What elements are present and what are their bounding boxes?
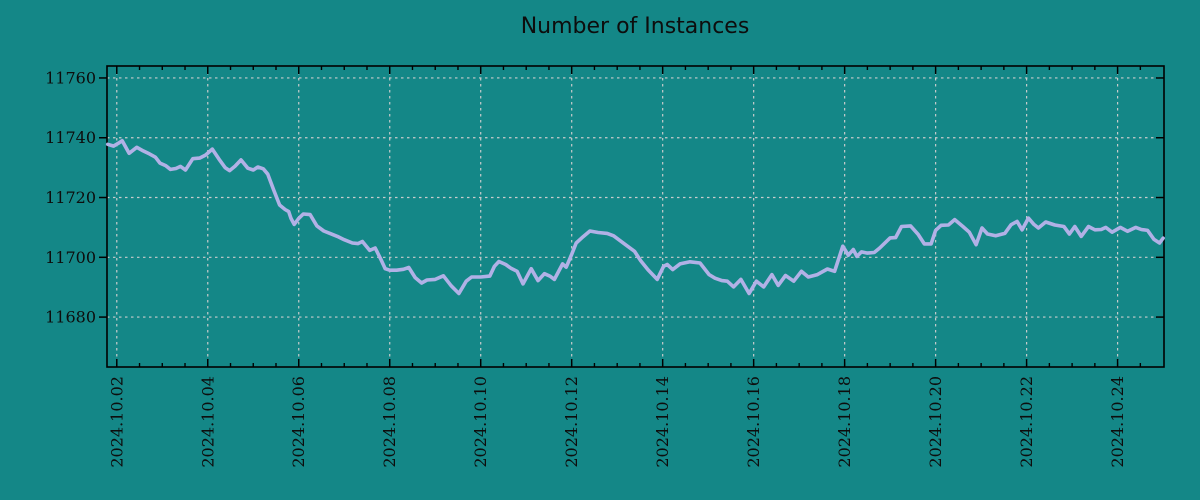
x-tick-label: 2024.10.24 [1108,376,1127,468]
x-tick-label: 2024.10.20 [926,376,945,468]
y-tick-label: 11760 [45,68,96,87]
x-tick-label: 2024.10.16 [744,376,763,468]
x-tick-label: 2024.10.10 [471,376,490,468]
x-tick-label: 2024.10.18 [835,376,854,468]
y-tick-label: 11700 [45,248,96,267]
x-tick-label: 2024.10.12 [562,376,581,468]
x-tick-label: 2024.10.14 [653,376,672,468]
chart-title: Number of Instances [520,14,750,39]
x-tick-label: 2024.10.04 [198,376,217,468]
y-tick-label: 11740 [45,128,96,147]
x-tick-label: 2024.10.06 [289,376,308,468]
series-line [105,138,1165,296]
plot-border [106,65,1165,368]
x-tick-label: 2024.10.08 [380,376,399,468]
y-tick-label: 11720 [45,188,96,207]
x-tick-label: 2024.10.02 [107,376,126,468]
y-tick-label: 11680 [45,308,96,327]
x-tick-label: 2024.10.22 [1017,376,1036,468]
